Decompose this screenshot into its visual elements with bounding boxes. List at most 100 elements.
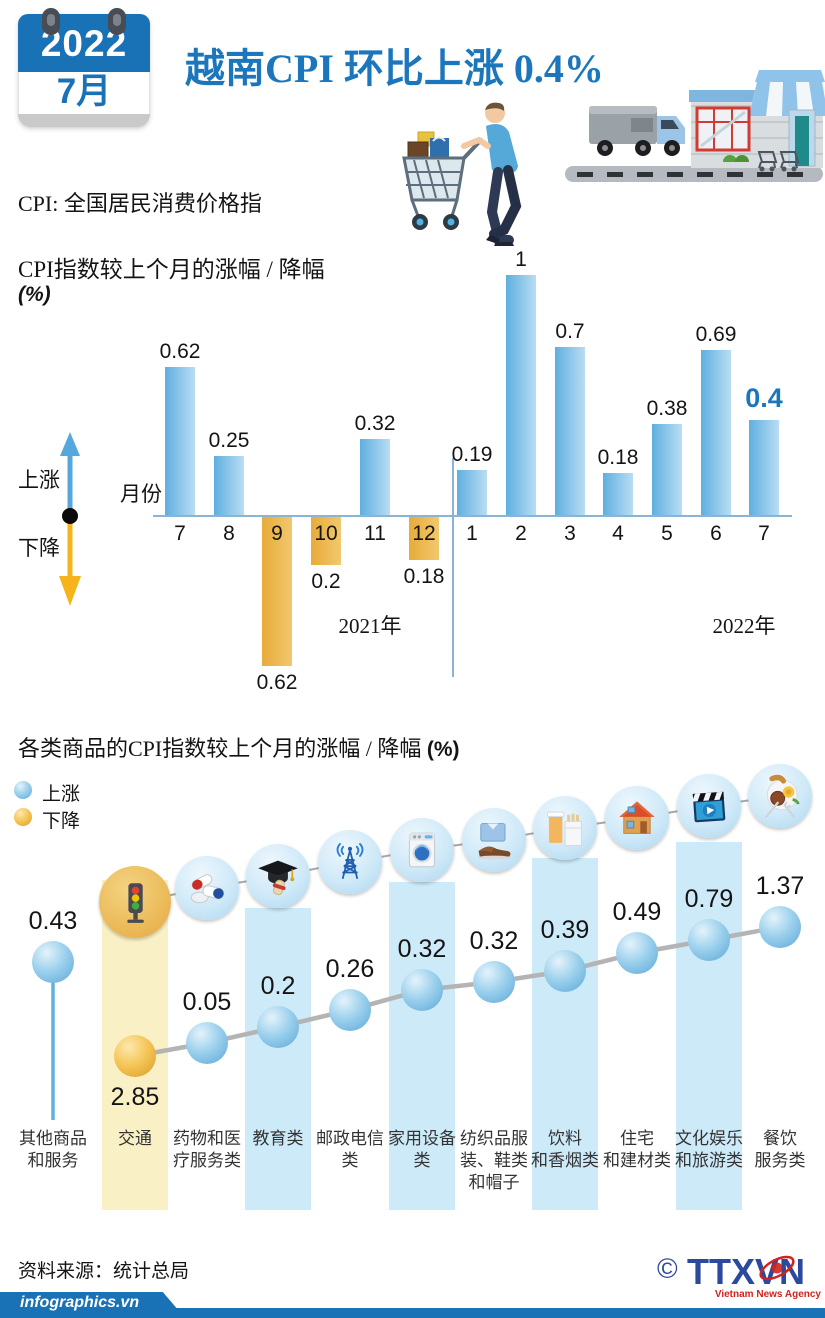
month-tick-label: 6	[710, 522, 722, 545]
source-note: 资料来源：统计总局	[18, 1261, 190, 1282]
chart1-title: CPI指数较上个月的涨幅 / 降幅	[18, 257, 325, 282]
category-band-up	[245, 908, 311, 1210]
month-tick-label: 4	[612, 522, 624, 545]
bar-value-label: 0.62	[256, 671, 298, 694]
bar-month-5	[652, 424, 682, 516]
category-label-line: 和帽子	[468, 1173, 520, 1192]
axis-label-month: 月份	[120, 482, 162, 506]
appliance-icon	[390, 818, 454, 882]
traffic-light-icon	[99, 866, 171, 938]
legend2-up-icon	[14, 781, 32, 799]
storefront-icon	[689, 70, 825, 172]
medicine-icon	[175, 856, 239, 920]
point-value-label: 2.85	[110, 1083, 160, 1111]
bar-month-12	[409, 517, 439, 560]
bar-month-6	[701, 350, 731, 516]
category-label-line: 服务类	[754, 1151, 806, 1170]
chart2-title: 各类商品的CPI指数较上个月的涨幅 / 降幅 (%)	[18, 731, 460, 763]
chart2-title-unit: (%)	[426, 738, 460, 761]
month-tick-label: 5	[661, 522, 673, 545]
bar-month-9	[262, 517, 292, 666]
ttxvn-logo: © TTXVN Vietnam News Agency	[657, 1251, 822, 1300]
month-tick-label: 11	[364, 522, 386, 545]
category-label: 药物和医 疗服务类	[161, 1128, 253, 1172]
culture-tourism-icon	[677, 774, 741, 838]
category-label: 饮料 和香烟类	[519, 1128, 611, 1172]
agency-caption: Vietnam News Agency	[715, 1289, 822, 1300]
store-truck-illustration	[565, 70, 825, 182]
legend-up-label: 上涨	[18, 468, 60, 492]
bar-value-label: 0.32	[354, 412, 396, 435]
data-point-down	[114, 1035, 156, 1077]
category-label-line: 邮政电信	[316, 1129, 384, 1148]
category-label-line: 疗服务类	[173, 1151, 241, 1170]
bar-value-label: 0.18	[403, 565, 445, 588]
bar-month-8	[214, 456, 244, 516]
legend2-up-label: 上涨	[42, 784, 81, 805]
copyright-icon: ©	[657, 1253, 678, 1284]
bar-month-2	[506, 275, 536, 516]
category-label-line: 和旅游类	[675, 1151, 743, 1170]
data-point-up	[544, 950, 586, 992]
data-point-up	[616, 932, 658, 974]
month-tick-label: 9	[271, 522, 283, 545]
bar-month-4	[603, 473, 633, 516]
month-tick-label: 10	[314, 522, 338, 545]
category-label-line: 和服务	[27, 1151, 79, 1170]
category-label-line: 类	[413, 1151, 431, 1170]
legend2-down-icon	[14, 808, 32, 826]
bar-month-10	[311, 517, 341, 565]
category-label-line: 类	[341, 1151, 359, 1170]
bar-value-label: 0.69	[695, 323, 737, 346]
calendar-year: 2022	[18, 14, 150, 72]
data-point-up	[401, 969, 443, 1011]
bar-month-1	[457, 470, 487, 516]
bar-value-label: 0.4	[745, 383, 783, 413]
category-label: 住宅 和建材类	[591, 1128, 683, 1172]
month-tick-label: 7	[758, 522, 770, 545]
bar-month-7	[165, 367, 195, 516]
calendar-month: 7月	[18, 72, 150, 114]
category-label-line: 教育类	[252, 1129, 304, 1148]
data-point-up	[759, 906, 801, 948]
data-point-up	[32, 941, 74, 983]
category-label: 教育类	[232, 1128, 324, 1150]
bar-month-11	[360, 439, 390, 516]
x-axis-line	[153, 515, 792, 517]
month-tick-label: 12	[412, 522, 436, 545]
category-label: 文化娱乐 和旅游类	[663, 1128, 755, 1172]
bar-value-label: 1	[515, 248, 527, 271]
category-label-line: 药物和医	[173, 1129, 241, 1148]
footer-bar	[0, 1308, 825, 1318]
bar-value-label: 0.38	[646, 397, 688, 420]
shopper-cart-illustration	[402, 102, 522, 246]
bar-value-label: 0.7	[555, 320, 585, 343]
bar-month-7	[749, 420, 779, 516]
year-label-2022: 2022年	[712, 614, 776, 638]
data-point-up	[186, 1022, 228, 1064]
category-label-line: 文化娱乐	[675, 1129, 743, 1148]
category-label-line: 饮料	[548, 1129, 582, 1148]
bar-value-label: 0.2	[311, 570, 341, 593]
point-value-label: 0.43	[28, 907, 78, 935]
dining-icon	[748, 764, 812, 828]
month-tick-label: 7	[174, 522, 186, 545]
data-point-up	[257, 1006, 299, 1048]
category-label: 餐饮 服务类	[734, 1128, 825, 1172]
category-label: 邮政电信类	[304, 1128, 396, 1172]
chart2-title-text: 各类商品的CPI指数较上个月的涨幅 / 降幅	[18, 736, 427, 761]
bar-value-label: 0.62	[159, 340, 201, 363]
calendar-ring-icon	[42, 8, 60, 35]
month-tick-label: 8	[223, 522, 235, 545]
calendar-ring-icon	[108, 8, 126, 35]
clothing-icon	[462, 808, 526, 872]
year-divider-line	[452, 458, 454, 677]
calendar-icon: 2022 7月	[18, 8, 150, 128]
category-label-line: 和建材类	[603, 1151, 671, 1170]
beverage-tobacco-icon	[533, 796, 597, 860]
category-label: 家用设备类	[376, 1128, 468, 1172]
category-label-line: 交通	[118, 1129, 152, 1148]
category-label-line: 纺织品服	[460, 1129, 528, 1148]
category-label-line: 装、鞋类	[460, 1151, 528, 1170]
